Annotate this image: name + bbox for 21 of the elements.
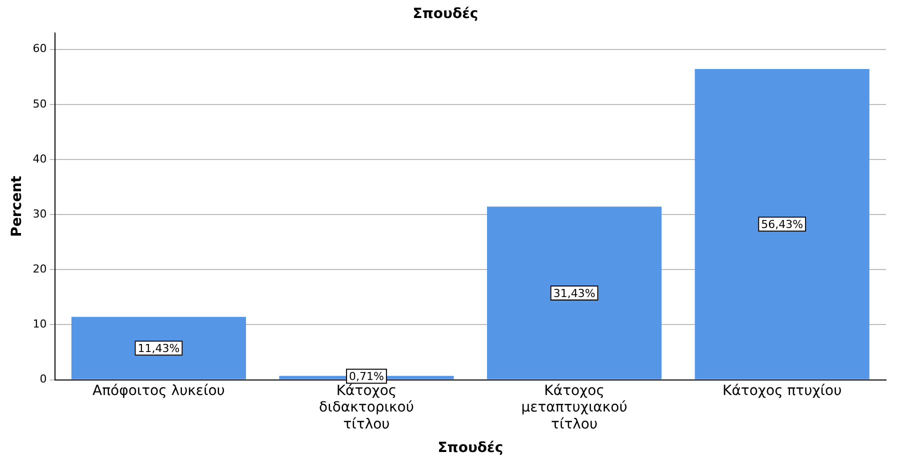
data-label: 11,43% <box>138 342 180 355</box>
y-tick-label: 30 <box>32 207 47 220</box>
data-label: 56,43% <box>761 218 804 232</box>
bar <box>694 68 870 380</box>
y-tick-label: 60 <box>32 42 47 56</box>
chart-title: Σπουδές <box>412 6 478 22</box>
y-tick-label: 20 <box>32 262 47 276</box>
data-label: 0,71% <box>349 370 384 384</box>
y-axis-title: Percent <box>9 175 26 237</box>
data-label: 31,43% <box>553 286 596 300</box>
y-tick-label: 50 <box>32 97 47 110</box>
bar <box>71 316 246 380</box>
x-tick-label: Κάτοχος πτυχίου <box>722 382 842 399</box>
y-tick-label: 0 <box>40 372 47 386</box>
y-tick-label: 10 <box>32 318 47 331</box>
y-tick-label: 40 <box>32 152 47 166</box>
x-tick-label: Απόφοιτος λυκείου <box>92 382 225 399</box>
x-tick-label: Κάτοχος μεταπτυχιακού τίτλου <box>521 382 628 432</box>
bar <box>487 206 662 380</box>
x-tick-label: Κάτοχος διδακτορικού τίτλου <box>319 382 414 432</box>
x-axis-title: Σπουδές <box>438 440 504 456</box>
